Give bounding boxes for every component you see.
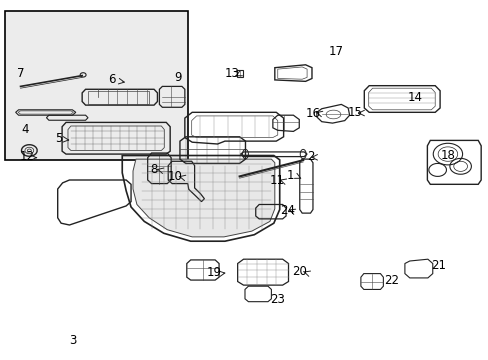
FancyBboxPatch shape [5,11,188,160]
Text: 17: 17 [328,45,343,58]
Text: 16: 16 [305,107,320,120]
Polygon shape [133,159,274,237]
Text: 5: 5 [55,132,62,145]
Text: 4: 4 [21,123,29,136]
Text: 6: 6 [107,73,115,86]
Bar [236,70,242,77]
Text: 14: 14 [407,91,421,104]
Text: 8: 8 [149,163,157,176]
Text: 13: 13 [224,67,239,80]
Text: 19: 19 [206,266,221,279]
Text: 21: 21 [430,259,445,272]
Text: 20: 20 [291,265,306,278]
Text: 24: 24 [280,204,294,217]
Text: 18: 18 [440,149,454,162]
Text: 23: 23 [269,293,284,306]
Text: 3: 3 [68,334,76,347]
Bar [88,91,149,104]
Text: 15: 15 [347,106,362,119]
Text: 11: 11 [269,174,284,186]
Text: 12: 12 [20,150,34,163]
Text: 9: 9 [174,71,182,84]
Text: 2: 2 [306,150,314,163]
Text: 10: 10 [167,170,182,183]
Text: 1: 1 [286,169,294,182]
Text: 7: 7 [17,67,24,80]
Text: 22: 22 [383,274,398,287]
